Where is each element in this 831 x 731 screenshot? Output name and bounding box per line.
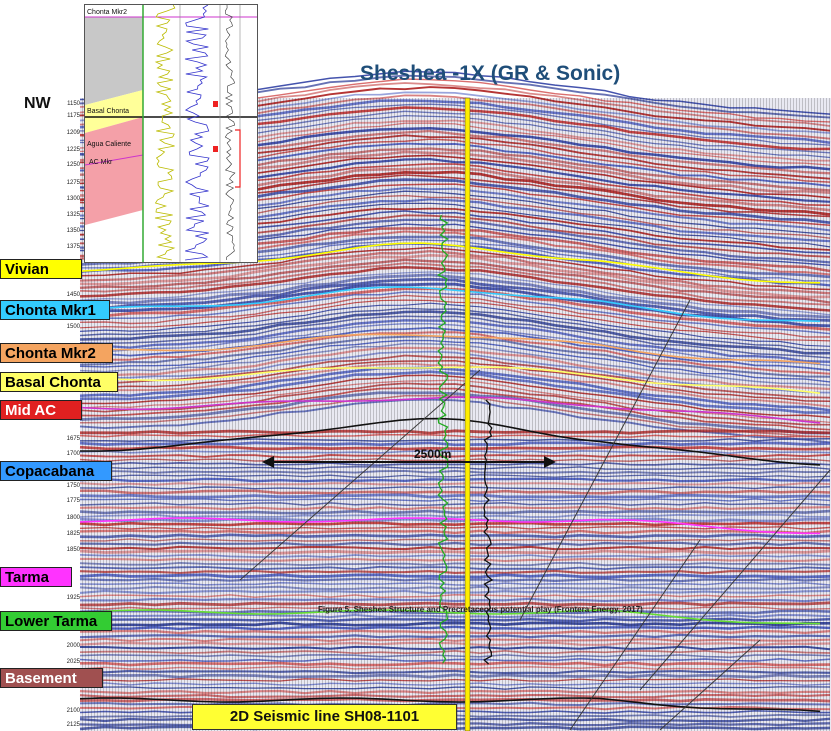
horizon-line (79, 366, 821, 394)
horizon-label: Basement (0, 668, 103, 688)
depth-tick: 1775 (66, 498, 80, 504)
fault-line (569, 539, 701, 731)
depth-tick: 1275 (66, 180, 80, 186)
depth-tick: 2000 (66, 643, 80, 649)
horizon-line (79, 417, 821, 466)
fault-line (639, 469, 831, 691)
horizon-label: Copacabana (0, 461, 112, 481)
depth-tick: 1450 (66, 292, 80, 298)
depth-tick: 1150 (67, 101, 80, 107)
seismic-line-label: 2D Seismic line SH08-1101 (192, 704, 457, 730)
depth-tick: 1825 (66, 531, 80, 537)
depth-tick: 1209 (66, 130, 80, 136)
depth-tick: 1500 (66, 324, 80, 330)
depth-tick: 1300 (66, 196, 80, 202)
fault-line (519, 299, 691, 621)
fault-lines (239, 299, 831, 731)
horizon-line (79, 609, 821, 625)
inset-label-basal-chonta: Basal Chonta (87, 108, 130, 115)
horizon-label: Chonta Mkr2 (0, 343, 113, 363)
depth-tick: 2100 (66, 708, 80, 714)
inset-label-agua-caliente: Agua Caliente (87, 141, 131, 148)
log-curve (483, 399, 494, 665)
horizon-label: Tarma (0, 567, 72, 587)
horizon-label: Vivian (0, 259, 82, 279)
horizon-label: Chonta Mkr1 (0, 300, 110, 320)
distance-arrow (262, 456, 556, 468)
horizon-label: Lower Tarma (0, 611, 112, 631)
horizon-line (79, 286, 821, 323)
depth-tick: 1350 (66, 228, 80, 234)
depth-tick: 1325 (66, 212, 80, 218)
figure-caption: Figure 5. Sheshea Structure and Precreta… (318, 605, 643, 614)
well-log-inset: Chonta Mkr2 Basal Chonta Agua Caliente A… (84, 4, 258, 263)
horizon-label: Basal Chonta (0, 372, 118, 392)
well-bore (464, 97, 471, 731)
horizon-line (79, 333, 821, 365)
depth-tick: 1175 (67, 113, 80, 119)
fault-line (239, 369, 481, 581)
depth-tick: 1675 (66, 436, 80, 442)
depth-tick: 1800 (66, 515, 80, 521)
depth-tick: 1225 (66, 147, 80, 153)
log-curve (436, 214, 449, 664)
depth-tick: 1250 (66, 162, 80, 168)
depth-tick: 1925 (66, 595, 80, 601)
depth-tick: 1375 (66, 244, 80, 250)
well-track (436, 97, 494, 731)
depth-tick: 1750 (66, 483, 80, 489)
horizon-label: Mid AC (0, 400, 82, 420)
horizon-lines (79, 242, 821, 713)
well-log-panel (85, 5, 257, 262)
depth-tick: 2125 (66, 722, 80, 728)
horizon-line (79, 242, 821, 284)
horizon-line (79, 697, 821, 713)
depth-tick: 2025 (66, 659, 80, 665)
inset-label-ac-mkr: AC Mkr (89, 159, 113, 166)
horizon-line (79, 396, 821, 424)
chart-title: Sheshea -1X (GR & Sonic) (360, 62, 621, 85)
fault-line (659, 639, 761, 731)
distance-label: 2500m (414, 447, 452, 461)
direction-label: NW (24, 95, 51, 112)
depth-tick: 1700 (66, 451, 80, 457)
depth-tick: 1850 (66, 547, 80, 553)
inset-label-chonta-mkr2: Chonta Mkr2 (87, 9, 128, 16)
horizon-line (79, 517, 821, 535)
